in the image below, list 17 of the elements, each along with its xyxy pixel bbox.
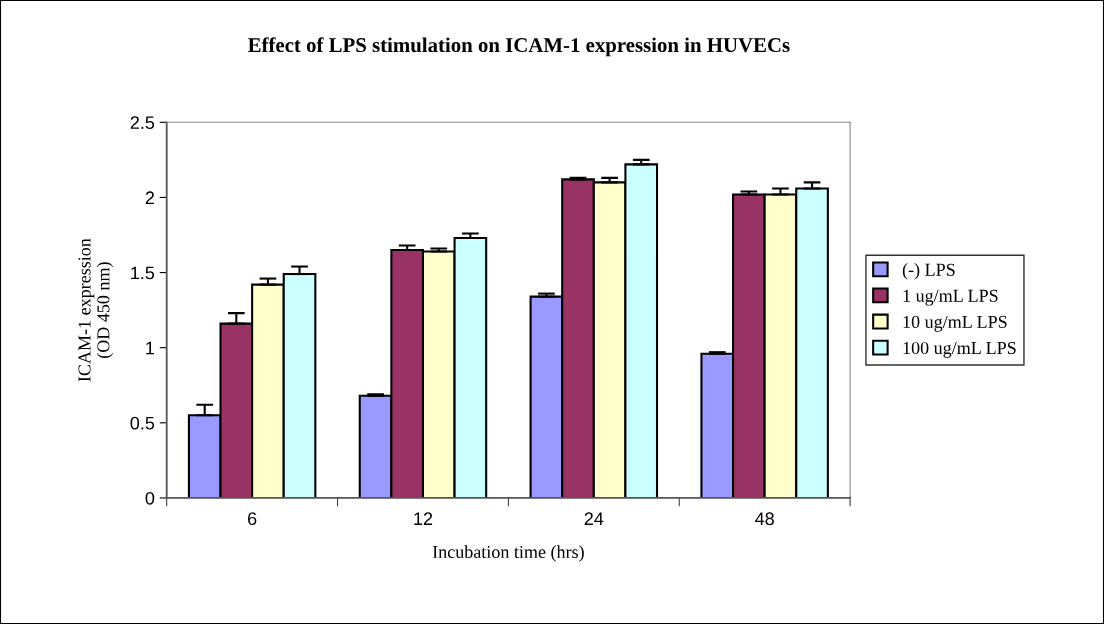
y-tick-label: 2 bbox=[145, 191, 154, 204]
y-tick-label: 1.5 bbox=[131, 266, 155, 280]
y-axis-title: ICAM-1 expression (OD 450 nm) bbox=[78, 238, 114, 382]
chart-title: Effect of LPS stimulation on ICAM-1 expression in HUVECs bbox=[248, 37, 790, 57]
x-tick-label: 6 bbox=[248, 512, 257, 526]
legend-label: 10 ug/mL LPS bbox=[903, 315, 1007, 332]
x-tick-label: 24 bbox=[584, 512, 604, 525]
y-tick-label: 2.5 bbox=[130, 116, 155, 130]
legend-label: 100 ug/mL LPS bbox=[903, 341, 1016, 358]
y-tick-label: 0 bbox=[145, 491, 155, 505]
y-tick-label: 1 bbox=[146, 341, 155, 355]
x-tick-label: 48 bbox=[755, 512, 774, 526]
y-tick-label: 0.5 bbox=[130, 416, 155, 430]
x-axis-title: Incubation time (hrs) bbox=[432, 545, 584, 562]
x-tick-label: 12 bbox=[414, 512, 433, 525]
legend-label: 1 ug/mL LPS bbox=[903, 289, 998, 306]
legend-label: (-) LPS bbox=[902, 263, 955, 280]
